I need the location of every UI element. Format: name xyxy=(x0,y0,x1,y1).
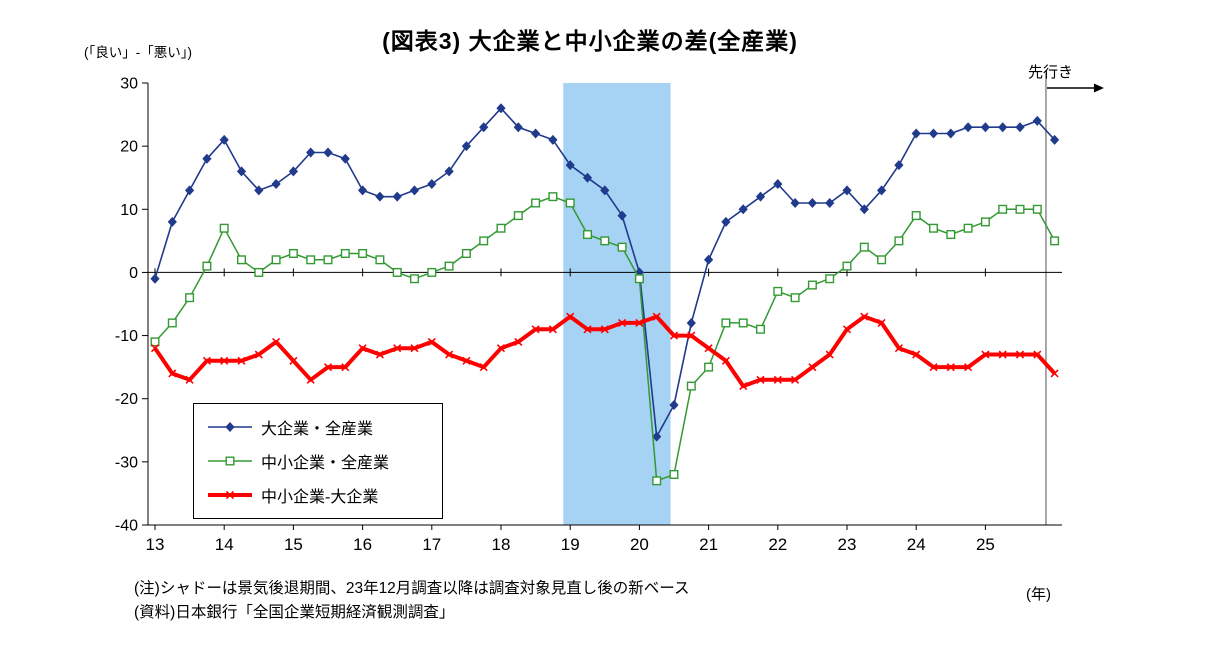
footnote-source: (資料)日本銀行「全国企業短期経済観測調査」 xyxy=(134,604,455,621)
svg-text:-10: -10 xyxy=(115,328,138,345)
svg-text:15: 15 xyxy=(284,535,303,554)
forecast-label: 先行き xyxy=(1028,64,1074,81)
legend-marker-large-diamond-icon xyxy=(208,422,252,432)
svg-text:0: 0 xyxy=(129,265,138,282)
legend-label-large-enterprises: 大企業・全産業 xyxy=(261,421,374,438)
x-axis-unit-label: (年) xyxy=(1026,586,1051,603)
footnote-shading: (注)シャドーは景気後退期間、23年12月調査以降は調査対象見直し後の新ベース xyxy=(134,580,690,597)
legend-label-difference: 中小企業-大企業 xyxy=(261,489,379,506)
y-axis-unit-note: (「良い」-「悪い」) xyxy=(84,45,192,60)
svg-text:14: 14 xyxy=(215,535,234,554)
legend-item-difference: 中小企業-大企業 xyxy=(206,483,430,507)
legend-marker-difference-x-icon xyxy=(208,490,252,500)
svg-text:-20: -20 xyxy=(115,391,138,408)
svg-text:23: 23 xyxy=(838,535,857,554)
svg-text:16: 16 xyxy=(353,535,372,554)
chart-title: (図表3) 大企業と中小企業の差(全産業) xyxy=(382,28,798,54)
svg-text:-40: -40 xyxy=(115,518,138,535)
svg-text:19: 19 xyxy=(561,535,580,554)
legend-label-sme: 中小企業・全産業 xyxy=(261,455,390,472)
svg-text:10: 10 xyxy=(120,202,138,219)
svg-text:20: 20 xyxy=(630,535,649,554)
svg-text:22: 22 xyxy=(768,535,787,554)
svg-text:30: 30 xyxy=(120,76,138,93)
svg-text:13: 13 xyxy=(146,535,165,554)
svg-text:25: 25 xyxy=(976,535,995,554)
svg-text:24: 24 xyxy=(907,535,926,554)
svg-text:-30: -30 xyxy=(115,454,138,471)
svg-text:18: 18 xyxy=(492,535,511,554)
legend-item-large-enterprises: 大企業・全産業 xyxy=(206,415,430,439)
legend-marker-sme-square-icon xyxy=(208,456,252,466)
svg-text:20: 20 xyxy=(120,139,138,156)
svg-text:21: 21 xyxy=(699,535,718,554)
legend-item-sme: 中小企業・全産業 xyxy=(206,449,430,473)
svg-text:17: 17 xyxy=(422,535,441,554)
legend: 大企業・全産業 中小企業・全産業 中小企業-大企業 xyxy=(193,403,443,519)
